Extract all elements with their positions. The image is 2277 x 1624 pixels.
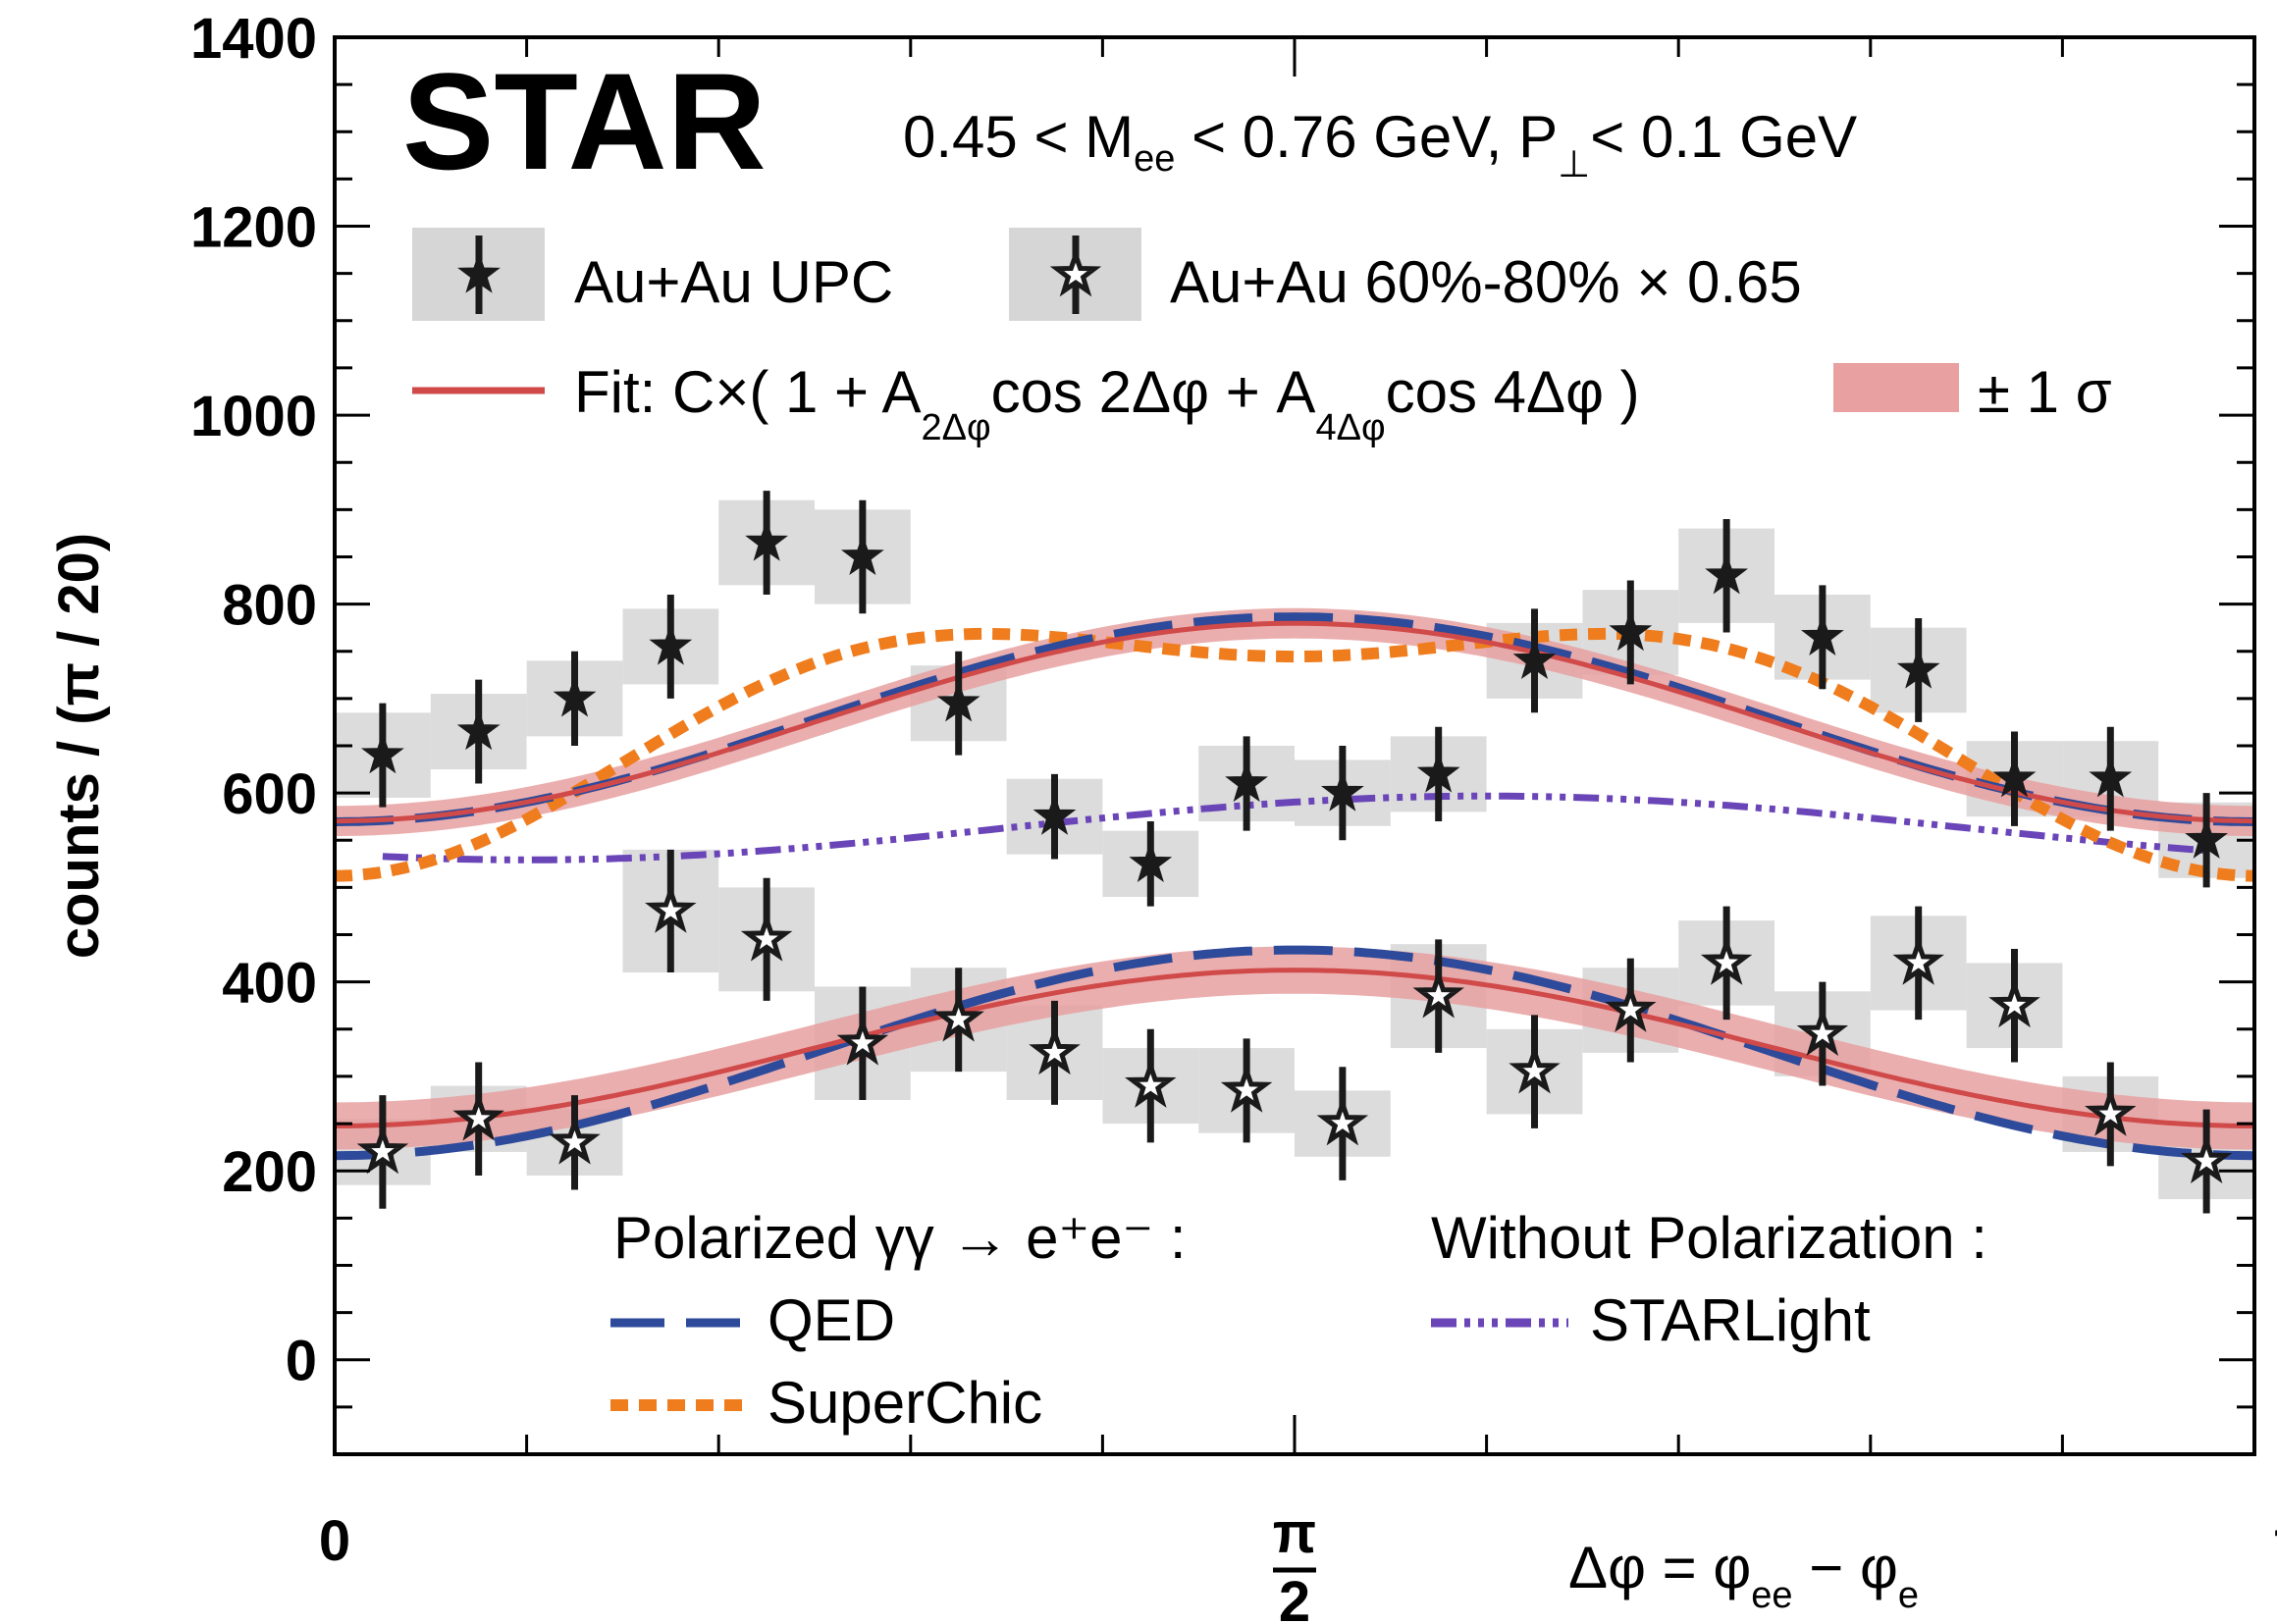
peripheral-data-point xyxy=(549,1115,601,1165)
x-axis-title: Δφ = φee − φe xyxy=(1568,1535,1919,1616)
y-tick-label: 400 xyxy=(222,952,317,1016)
peripheral-data-point xyxy=(1796,1006,1849,1056)
peripheral-data-point xyxy=(1700,935,1753,985)
fit-c-1-a2-cos-2-a4-cos-4-curve-upper xyxy=(335,620,2254,824)
data-markers xyxy=(356,519,2233,1183)
peripheral-data-point xyxy=(1509,1044,1561,1094)
upc-data-point xyxy=(1609,609,1653,652)
legend-band-label: ± 1 σ xyxy=(1978,359,2112,425)
peripheral-data-point xyxy=(1412,969,1464,1019)
x-tick-label-denominator: 2 xyxy=(1279,1570,1310,1624)
y-tick-label: 1200 xyxy=(190,196,317,260)
y-tick-label: 600 xyxy=(222,762,317,826)
upc-data-point xyxy=(456,708,501,751)
legend-fit-label: Fit: C×( 1 + A2Δφcos 2Δφ + A4Δφcos 4Δφ ) xyxy=(574,359,1640,448)
y-tick-label: 1400 xyxy=(190,7,317,71)
y-tick-label: 800 xyxy=(222,574,317,638)
peripheral-data-point xyxy=(1605,982,1657,1032)
peripheral-data-point xyxy=(645,883,697,933)
legend-band-swatch xyxy=(1833,363,1959,412)
peripheral-data-point xyxy=(452,1091,504,1141)
upc-data-point xyxy=(1992,756,2037,798)
peripheral-data-point xyxy=(2085,1086,2137,1136)
peripheral-data-point xyxy=(2180,1133,2233,1183)
upc-data-point xyxy=(1320,770,1364,812)
peripheral-data-point xyxy=(1220,1063,1273,1113)
experiment-label: STAR xyxy=(402,44,767,198)
legend-superchic-label: SuperChic xyxy=(768,1370,1042,1436)
peripheral-data-point xyxy=(1988,978,2040,1028)
legend-peripheral-star-marker xyxy=(1049,247,1102,297)
upc-data-point xyxy=(1416,751,1460,793)
superchic-curve-upper xyxy=(335,627,2254,882)
starlight-curve-upper xyxy=(382,792,2207,864)
legend-peripheral-label: Au+Au 60%-80% × 0.65 xyxy=(1170,249,1802,315)
legend-unpolarized-header: Without Polarization : xyxy=(1431,1205,1987,1271)
peripheral-data-point xyxy=(1316,1096,1369,1146)
x-tick-label-numerator: π xyxy=(1273,1501,1316,1565)
peripheral-data-point xyxy=(740,912,793,962)
y-tick-label: 200 xyxy=(222,1140,317,1204)
upc-data-point xyxy=(649,623,693,665)
legend-upc-star-marker xyxy=(457,251,501,293)
kinematic-cuts-label: 0.45 < Mee < 0.76 GeV, P⊥< 0.1 GeV xyxy=(903,104,1857,185)
upc-data-point xyxy=(745,519,789,561)
upc-data-point xyxy=(2089,756,2133,798)
peripheral-data-point xyxy=(1125,1058,1177,1108)
upc-data-point xyxy=(936,680,980,722)
model-curves xyxy=(335,612,2254,1161)
peripheral-data-point xyxy=(836,1016,889,1066)
y-axis-title: counts / (π / 20) xyxy=(47,533,111,959)
x-tick-label: 0 xyxy=(319,1509,350,1573)
upc-data-point xyxy=(1896,647,1940,689)
upc-data-point xyxy=(840,534,884,576)
upc-data-point xyxy=(1129,841,1173,882)
peripheral-data-point xyxy=(356,1125,409,1175)
legend-polarized-header: Polarized γγ → e⁺e⁻ : xyxy=(613,1205,1187,1271)
upc-data-point xyxy=(2185,817,2229,859)
upc-data-point xyxy=(1225,760,1268,803)
qed-curve-lower xyxy=(335,945,2254,1161)
legend-upc-label: Au+Au UPC xyxy=(574,249,893,315)
y-tick-label: 1000 xyxy=(190,385,317,448)
fit-uncertainty-band-lower xyxy=(335,946,2254,1150)
upc-data-point xyxy=(1705,552,1748,595)
y-tick-label: 0 xyxy=(286,1330,317,1393)
upc-data-point xyxy=(1512,638,1557,679)
upc-data-point xyxy=(360,732,404,774)
legend-starlight-label: STARLight xyxy=(1590,1287,1871,1353)
peripheral-data-point xyxy=(1892,935,1944,985)
axes: 02004006008001000120014000π2π xyxy=(190,7,2277,1624)
upc-data-point xyxy=(1801,614,1844,655)
upc-data-point xyxy=(553,675,597,717)
peripheral-data-point xyxy=(1029,1025,1081,1075)
legend-qed-label: QED xyxy=(768,1287,895,1353)
fit-c-1-a2-cos-2-a4-cos-4-curve-lower xyxy=(335,968,2254,1128)
upc-data-point xyxy=(1033,794,1077,835)
x-tick-label: π xyxy=(2274,1509,2277,1573)
peripheral-data-point xyxy=(932,992,984,1042)
